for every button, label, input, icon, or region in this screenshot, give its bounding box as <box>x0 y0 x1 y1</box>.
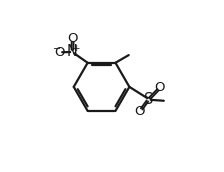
Text: O: O <box>155 81 165 94</box>
Text: +: + <box>72 44 79 53</box>
Text: O: O <box>135 105 145 118</box>
Text: O: O <box>54 46 65 59</box>
Text: O: O <box>67 32 78 45</box>
Text: −: − <box>53 44 61 54</box>
Text: S: S <box>144 92 153 107</box>
Text: N: N <box>67 44 78 59</box>
